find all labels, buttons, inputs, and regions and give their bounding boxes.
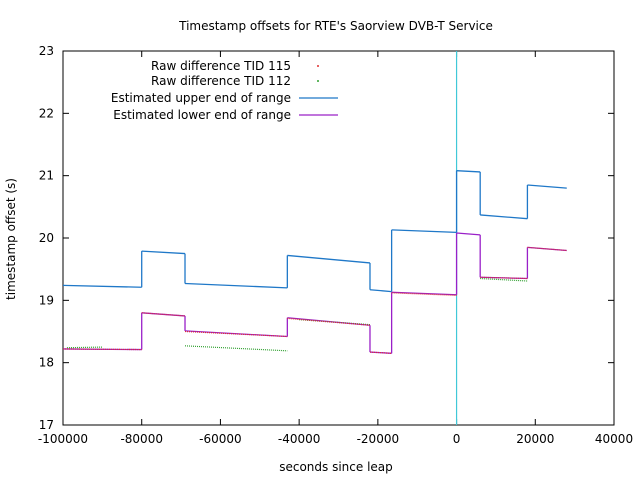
x-tick-label: 20000 [516,432,554,446]
series-segment [456,170,481,173]
x-axis-ticks: -100000 -80000 -60000 -40000 -20000 0 20000 400… [38,51,633,446]
series-layer [62,51,567,425]
y-axis-ticks: 17 18 19 20 21 22 23 [39,44,614,432]
series-segment [456,232,481,236]
series-segment [287,254,371,264]
series-segment [62,348,142,351]
x-axis-label: seconds since leap [279,460,393,474]
series-points [391,292,457,296]
series-segment [391,229,457,234]
series-points [184,345,288,352]
x-tick-label: -60000 [199,432,242,446]
series-1 [66,277,528,352]
series-segment [141,250,186,255]
series-segment [391,291,457,296]
y-tick-label: 18 [39,356,54,370]
series-segment [184,282,288,289]
series-segment [287,317,371,326]
series-points [66,346,103,349]
legend-label: Estimated upper end of range [111,91,291,105]
y-tick-label: 17 [39,418,54,432]
series-2 [62,170,567,293]
legend-label: Raw difference TID 115 [151,59,291,73]
x-tick-label: -20000 [357,432,400,446]
series-segment [369,289,392,293]
chart-title: Timestamp offsets for RTE's Saorview DVB… [178,19,493,33]
series-segment [480,276,528,280]
x-tick-label: 0 [453,432,461,446]
y-tick-label: 21 [39,169,54,183]
series-0 [62,246,567,354]
series-points [369,351,392,354]
series-points [527,246,567,252]
legend-swatch-point [317,80,319,82]
legend-label: Estimated lower end of range [113,108,291,122]
y-tick-label: 22 [39,106,54,120]
series-points [141,312,186,317]
series-segment [527,184,567,189]
series-3 [62,232,567,354]
x-tick-label: -80000 [120,432,163,446]
x-tick-label: -100000 [38,432,88,446]
x-tick-label: 40000 [595,432,633,446]
y-tick-label: 20 [39,231,54,245]
x-tick-label: -40000 [278,432,321,446]
series-segment [62,284,142,288]
legend-swatch-point [317,65,319,67]
y-axis-label: timestamp offset (s) [4,178,18,300]
series-segment [527,246,567,252]
y-tick-label: 23 [39,44,54,58]
legend-label: Raw difference TID 112 [151,74,291,88]
y-tick-label: 19 [39,293,54,307]
series-segment [184,330,288,338]
series-segment [480,214,528,220]
